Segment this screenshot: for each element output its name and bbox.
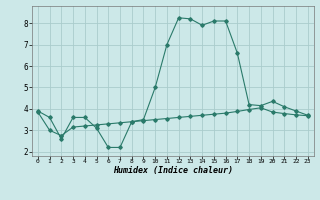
- X-axis label: Humidex (Indice chaleur): Humidex (Indice chaleur): [113, 166, 233, 175]
